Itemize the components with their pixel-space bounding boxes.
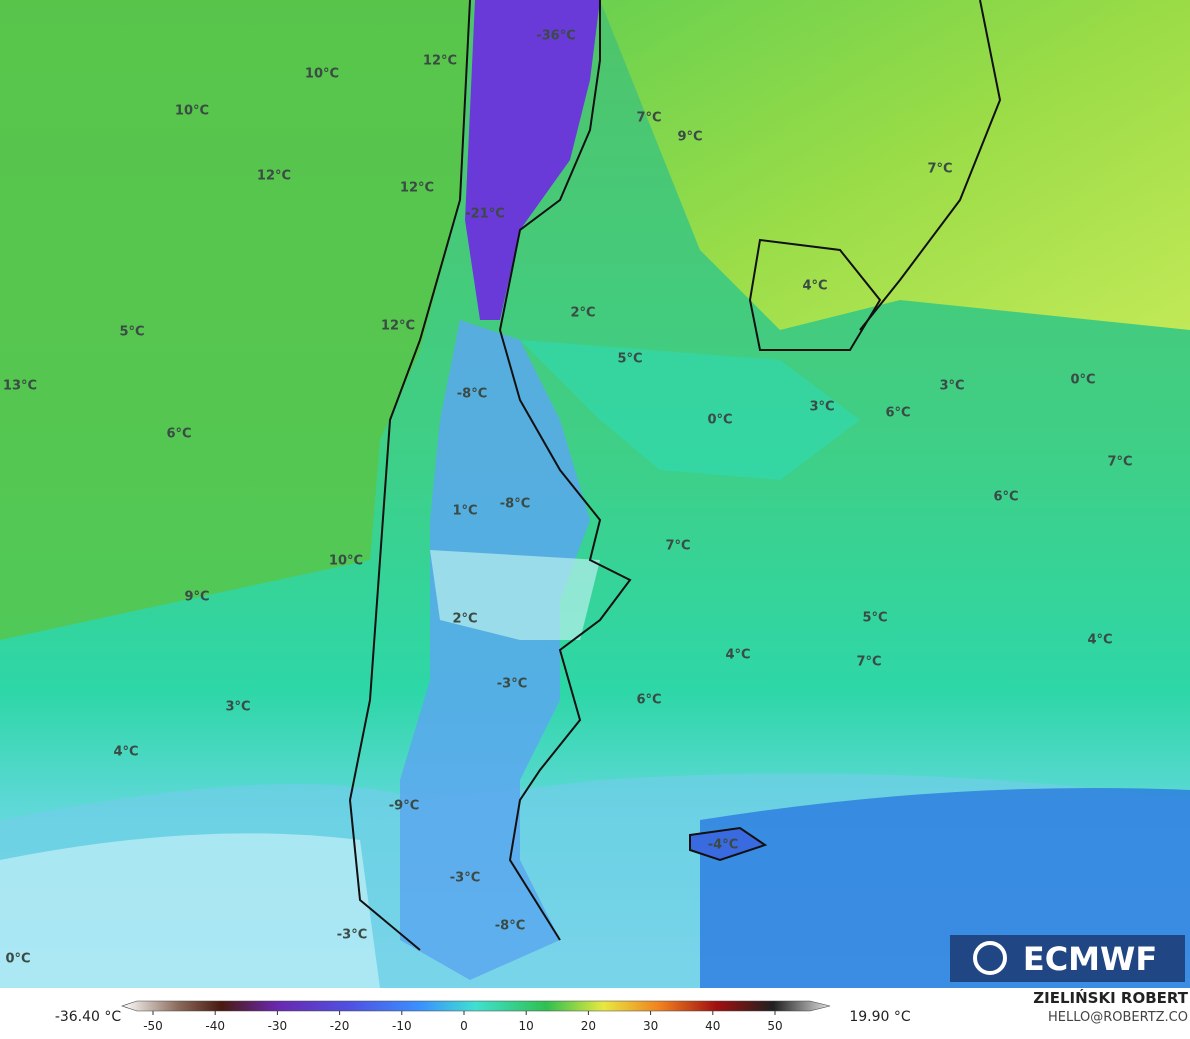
colorbar-tick-label: 50 [767, 1019, 782, 1033]
temperature-label: 0°C [1070, 373, 1095, 388]
temperature-label: -8°C [500, 497, 530, 512]
temperature-label: 12°C [257, 169, 291, 184]
temperature-label: 10°C [329, 554, 363, 569]
temperature-label: 5°C [862, 611, 887, 626]
colorbar-tick-label: -20 [330, 1019, 350, 1033]
colorbar-tick-label: 40 [705, 1019, 720, 1033]
temperature-label: -3°C [337, 928, 367, 943]
temperature-label: 3°C [225, 700, 250, 715]
colorbar-max: 19.90 °C [849, 1009, 911, 1025]
colorbar-tick-label: -10 [392, 1019, 412, 1033]
temperature-label: 0°C [5, 952, 30, 967]
footer-background [0, 988, 1190, 1035]
temperature-label: 4°C [725, 648, 750, 663]
temperature-label: 6°C [636, 693, 661, 708]
temperature-label: 3°C [939, 379, 964, 394]
temperature-label: -21°C [465, 207, 505, 222]
temperature-labels: -36°C 12°C 10°C 10°C 7°C 9°C 12°C 12°C 7°C -21°C 4… [3, 29, 1133, 967]
logo-text: ECMWF [1023, 940, 1157, 978]
map-background [0, 0, 1190, 988]
colorbar-tick-label: 0 [460, 1019, 468, 1033]
logo: ECMWF [950, 935, 1185, 982]
temperature-label: 10°C [305, 67, 339, 82]
temperature-label: 9°C [184, 590, 209, 605]
temperature-label: 2°C [452, 612, 477, 627]
temperature-label: 7°C [636, 111, 661, 126]
temperature-label: 13°C [3, 379, 37, 394]
temperature-label: 0°C [707, 413, 732, 428]
temperature-label: 12°C [400, 181, 434, 196]
temperature-label: 6°C [166, 427, 191, 442]
temperature-label: 7°C [1107, 455, 1132, 470]
temperature-label: 3°C [809, 400, 834, 415]
colorbar-tick-label: -30 [268, 1019, 288, 1033]
temperature-label: -4°C [708, 838, 738, 853]
temperature-label: 7°C [856, 655, 881, 670]
colorbar-tick-label: 10 [519, 1019, 534, 1033]
temperature-label: 7°C [665, 539, 690, 554]
temperature-label: -3°C [450, 871, 480, 886]
temperature-label: -3°C [497, 677, 527, 692]
colorbar-min: -36.40 °C [55, 1009, 122, 1025]
logo-icon [973, 941, 1007, 975]
colorbar: -36.40 °C 19.90 °C -50 -40 -30 -20 -10 0 10 20 3… [55, 1000, 911, 1033]
colorbar-tick-label: -40 [205, 1019, 225, 1033]
temperature-label: 7°C [927, 162, 952, 177]
temperature-label: 4°C [802, 279, 827, 294]
temperature-label: -36°C [536, 29, 576, 44]
colorbar-tick-label: 30 [643, 1019, 658, 1033]
temperature-label: 10°C [175, 104, 209, 119]
temperature-label: 6°C [885, 406, 910, 421]
colorbar-tick-label: 20 [581, 1019, 596, 1033]
temperature-label: -8°C [457, 387, 487, 402]
colorbar-bar [121, 1000, 831, 1012]
temperature-label: 4°C [113, 745, 138, 760]
author: ZIELIŃSKI ROBERT [1033, 988, 1188, 1007]
temperature-label: 1°C [452, 504, 477, 519]
temperature-label: -9°C [389, 799, 419, 814]
temperature-label: -8°C [495, 919, 525, 934]
temperature-label: 12°C [423, 54, 457, 69]
email: HELLO@ROBERTZ.CO [1048, 1010, 1188, 1025]
temperature-label: 2°C [570, 306, 595, 321]
temperature-label: 4°C [1087, 633, 1112, 648]
colorbar-tick-label: -50 [143, 1019, 163, 1033]
temperature-label: 9°C [677, 130, 702, 145]
temperature-label: 12°C [381, 319, 415, 334]
temperature-label: 5°C [119, 325, 144, 340]
temperature-label: 5°C [617, 352, 642, 367]
temperature-label: 6°C [993, 490, 1018, 505]
